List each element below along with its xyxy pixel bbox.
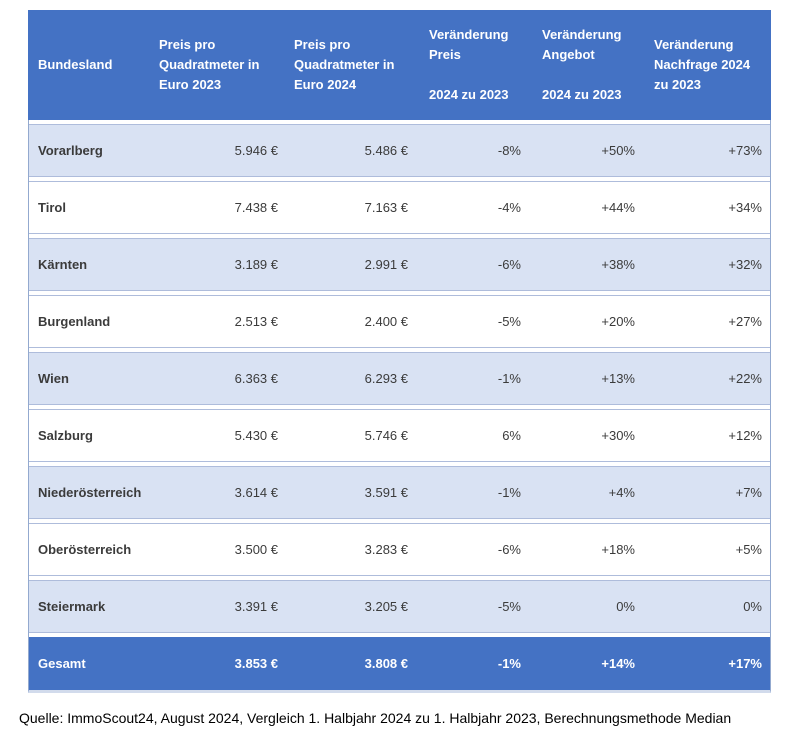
cell-preis-2023: 5.430 € [234, 428, 278, 443]
table-row: Tirol 7.438 € 7.163 € -4% +44% +34% [29, 181, 770, 234]
header-cell-veraenderung-nachfrage: Veränderung Nachfrage 2024 zu 2023 [643, 10, 770, 120]
header-label: Bundesland [38, 57, 113, 72]
cell-bundesland: Vorarlberg [38, 143, 103, 158]
cell-veraenderung-nachfrage: +34% [728, 200, 762, 215]
header-label: Veränderung Nachfrage 2024 zu 2023 [654, 37, 751, 92]
cell-veraenderung-angebot: +20% [601, 314, 635, 329]
cell-preis-2023: 2.513 € [234, 314, 278, 329]
cell-bundesland: Wien [38, 371, 69, 386]
table-row: Salzburg 5.430 € 5.746 € 6% +30% +12% [29, 409, 770, 462]
header-label: Veränderung Preis [429, 27, 509, 62]
cell-preis-2024: 7.163 € [364, 200, 408, 215]
price-table: Bundesland Preis pro Quadratmeter in Eur… [28, 10, 771, 693]
cell-bundesland: Niederösterreich [38, 485, 142, 500]
cell-bundesland: Kärnten [38, 257, 88, 272]
cell-preis-2023: 3.391 € [234, 599, 278, 614]
cell-veraenderung-angebot: +14% [601, 656, 635, 671]
cell-veraenderung-nachfrage: +27% [728, 314, 762, 329]
cell-preis-2023: 3.500 € [234, 542, 278, 557]
table-total-row: Gesamt 3.853 € 3.808 € -1% +14% +17% [29, 637, 770, 690]
cell-veraenderung-nachfrage: 0% [743, 599, 762, 614]
cell-veraenderung-angebot: +50% [601, 143, 635, 158]
cell-veraenderung-nachfrage: +7% [735, 485, 762, 500]
header-label: Preis pro Quadratmeter in Euro 2024 [294, 37, 395, 92]
cell-veraenderung-angebot: +18% [601, 542, 635, 557]
table-header-row: Bundesland Preis pro Quadratmeter in Eur… [28, 10, 771, 120]
cell-veraenderung-angebot: +4% [608, 485, 635, 500]
table-body: Vorarlberg 5.946 € 5.486 € -8% +50% +73%… [28, 120, 771, 693]
table-row: Niederösterreich 3.614 € 3.591 € -1% +4%… [29, 466, 770, 519]
header-label: Veränderung Angebot [542, 27, 622, 62]
cell-preis-2024: 3.591 € [364, 485, 408, 500]
cell-veraenderung-preis: -5% [497, 314, 521, 329]
cell-veraenderung-preis: 6% [502, 428, 521, 443]
cell-bundesland: Steiermark [38, 599, 106, 614]
cell-bundesland: Burgenland [38, 314, 111, 329]
cell-preis-2023: 3.189 € [234, 257, 278, 272]
table-row: Oberösterreich 3.500 € 3.283 € -6% +18% … [29, 523, 770, 576]
table-row: Steiermark 3.391 € 3.205 € -5% 0% 0% [29, 580, 770, 633]
cell-veraenderung-preis: -1% [497, 371, 521, 386]
header-label: 2024 zu 2023 [542, 87, 622, 102]
cell-preis-2024: 3.808 € [364, 656, 408, 671]
header-label: Preis pro Quadratmeter in Euro 2023 [159, 37, 260, 92]
cell-bundesland: Salzburg [38, 428, 93, 443]
cell-preis-2023: 5.946 € [234, 143, 278, 158]
cell-veraenderung-preis: -6% [497, 542, 521, 557]
cell-preis-2024: 6.293 € [364, 371, 408, 386]
cell-veraenderung-angebot: +13% [601, 371, 635, 386]
cell-preis-2024: 3.283 € [364, 542, 408, 557]
cell-veraenderung-preis: -1% [497, 485, 521, 500]
header-cell-bundesland: Bundesland [29, 10, 151, 120]
cell-preis-2024: 5.746 € [364, 428, 408, 443]
cell-veraenderung-preis: -8% [497, 143, 521, 158]
cell-preis-2024: 3.205 € [364, 599, 408, 614]
cell-preis-2024: 2.400 € [364, 314, 408, 329]
header-cell-preis-2023: Preis pro Quadratmeter in Euro 2023 [151, 10, 286, 120]
cell-veraenderung-angebot: +30% [601, 428, 635, 443]
header-cell-veraenderung-angebot: Veränderung Angebot 2024 zu 2023 [529, 10, 643, 120]
cell-veraenderung-angebot: +38% [601, 257, 635, 272]
cell-veraenderung-preis: -1% [497, 656, 521, 671]
cell-preis-2023: 6.363 € [234, 371, 278, 386]
cell-veraenderung-nachfrage: +22% [728, 371, 762, 386]
cell-veraenderung-angebot: +44% [601, 200, 635, 215]
cell-veraenderung-preis: -4% [497, 200, 521, 215]
cell-veraenderung-nachfrage: +32% [728, 257, 762, 272]
cell-preis-2023: 3.853 € [234, 656, 278, 671]
header-label: 2024 zu 2023 [429, 87, 509, 102]
table-row: Kärnten 3.189 € 2.991 € -6% +38% +32% [29, 238, 770, 291]
cell-veraenderung-nachfrage: +17% [728, 656, 762, 671]
header-cell-veraenderung-preis: Veränderung Preis 2024 zu 2023 [416, 10, 529, 120]
cell-preis-2024: 2.991 € [364, 257, 408, 272]
table-row: Wien 6.363 € 6.293 € -1% +13% +22% [29, 352, 770, 405]
cell-veraenderung-nachfrage: +73% [728, 143, 762, 158]
cell-veraenderung-preis: -6% [497, 257, 521, 272]
header-cell-preis-2024: Preis pro Quadratmeter in Euro 2024 [286, 10, 416, 120]
cell-veraenderung-nachfrage: +12% [728, 428, 762, 443]
cell-preis-2023: 7.438 € [234, 200, 278, 215]
cell-veraenderung-nachfrage: +5% [735, 542, 762, 557]
cell-bundesland: Tirol [38, 200, 66, 215]
cell-veraenderung-angebot: 0% [616, 599, 635, 614]
table-row: Vorarlberg 5.946 € 5.486 € -8% +50% +73% [29, 124, 770, 177]
cell-veraenderung-preis: -5% [497, 599, 521, 614]
table-row: Burgenland 2.513 € 2.400 € -5% +20% +27% [29, 295, 770, 348]
cell-preis-2023: 3.614 € [234, 485, 278, 500]
source-note: Quelle: ImmoScout24, August 2024, Vergle… [19, 710, 732, 726]
cell-preis-2024: 5.486 € [364, 143, 408, 158]
cell-bundesland: Oberösterreich [38, 542, 132, 557]
cell-bundesland: Gesamt [38, 656, 86, 671]
